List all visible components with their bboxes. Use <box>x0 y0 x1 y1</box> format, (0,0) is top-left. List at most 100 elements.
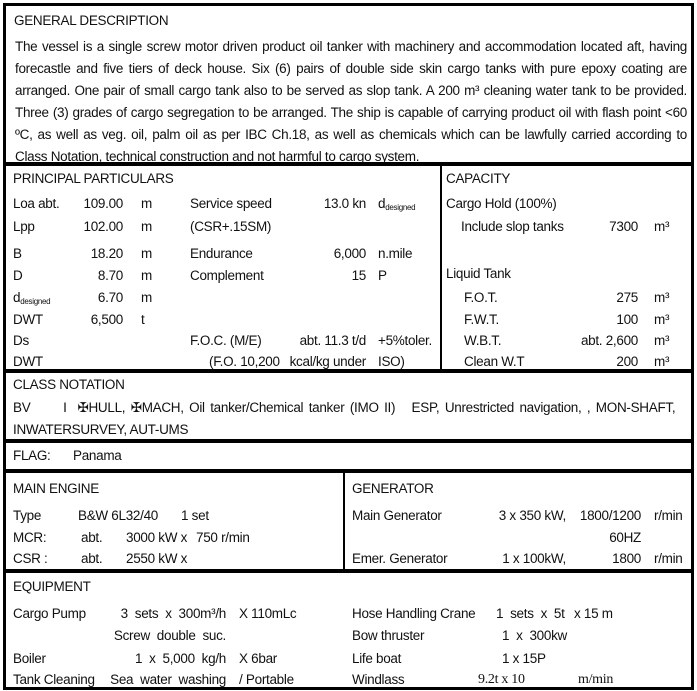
equipment-value: 3 sets x 300m³/h <box>120 606 227 621</box>
section-title: CLASS NOTATION <box>13 377 125 392</box>
equipment-label: Cargo Pump <box>13 606 86 621</box>
tank-value: 200 <box>616 354 638 369</box>
particular-unit: t <box>141 312 145 327</box>
equipment-extra: x 15 m <box>574 606 613 621</box>
section-title: GENERAL DESCRIPTION <box>14 13 169 28</box>
particular-label: Loa abt. <box>13 196 60 211</box>
particular-value-2: abt. 11.3 t/d <box>299 333 367 348</box>
mcr-abt: abt. <box>81 530 103 545</box>
equipment-label: Hose Handling Crane <box>352 606 476 621</box>
engine-type-value: B&W 6L32/40 <box>78 508 159 523</box>
particular-label: Lpp <box>13 219 35 234</box>
particular-label-2: Endurance <box>190 246 253 261</box>
equipment-extra: X 6bar <box>239 651 277 666</box>
emer-gen-rpm: 1800 <box>612 551 641 566</box>
equipment-label: Life boat <box>352 651 402 666</box>
equipment-value: 1 sets x 5t <box>496 606 565 621</box>
main-gen-label: Main Generator <box>352 508 442 523</box>
particular-label: B <box>13 246 22 261</box>
slop-label: Include slop tanks <box>461 219 564 234</box>
particular-label-2: (CSR+.15SM) <box>190 219 272 234</box>
equipment-extra: X 110mLc <box>239 606 297 621</box>
main-gen-rpm: 1800/1200 <box>579 508 641 523</box>
particular-label: DWT <box>13 354 43 369</box>
particular-value-2: 15 <box>351 268 367 283</box>
class-line-2: INWATERSURVEY, AUT-UMS <box>13 422 189 437</box>
particular-unit-2: ddesigned <box>378 196 416 212</box>
particular-value-2: kcal/kg under <box>289 354 367 369</box>
equipment-label: Boiler <box>13 651 46 666</box>
csr-abt: abt. <box>81 551 103 566</box>
equipment-value: 1 x 300kw <box>502 628 567 643</box>
flag-value: Panama <box>73 448 122 463</box>
tank-label: F.O.T. <box>464 290 498 305</box>
emer-gen-power: 1 x 100kW, <box>502 551 566 566</box>
tank-value: 100 <box>616 312 638 327</box>
cargo-hold-label: Cargo Hold (100%) <box>446 196 557 211</box>
equipment-extra: / Portable <box>239 672 294 687</box>
particular-label: ddesigned <box>13 290 51 306</box>
particular-unit: m <box>141 268 152 283</box>
principal-particulars-section: PRINCIPAL PARTICULARS CAPACITY Cargo Hol… <box>3 163 694 372</box>
flag-label: FLAG: <box>13 448 51 463</box>
particular-label: DWT <box>13 312 43 327</box>
tank-unit: m³ <box>654 290 670 305</box>
tank-label: Clean W.T <box>464 354 525 369</box>
particular-value-2: 6,000 <box>333 246 367 261</box>
section-title: PRINCIPAL PARTICULARS <box>13 171 174 186</box>
class-line-1: BV I ✠HULL, ✠MACH, Oil tanker/Chemical t… <box>13 400 676 415</box>
tank-unit: m³ <box>654 333 670 348</box>
particular-unit-2: P <box>378 268 387 283</box>
particular-label-2: Complement <box>190 268 264 283</box>
particular-unit: m <box>141 246 152 261</box>
emer-gen-label: Emer. Generator <box>352 551 448 566</box>
equipment-section: EQUIPMENT Cargo Pump 3 sets x 300m³/h X 11… <box>3 570 694 690</box>
particular-unit: m <box>141 196 152 211</box>
equipment-value: Screw double suc. <box>113 628 226 643</box>
particular-value: 6,500 <box>90 312 124 327</box>
liquid-tank-label: Liquid Tank <box>446 266 511 281</box>
particular-unit-2: n.mile <box>378 246 413 261</box>
generator-title: GENERATOR <box>352 481 434 496</box>
tank-value: abt. 2,600 <box>580 333 638 348</box>
csr-power: 2550 kW x <box>126 551 188 566</box>
particular-value: 102.00 <box>83 219 124 234</box>
csr-label: CSR : <box>13 551 48 566</box>
equipment-label: Bow thruster <box>352 628 425 643</box>
emer-gen-unit: r/min <box>654 551 683 566</box>
particular-value-2: 13.0 kn <box>323 196 366 211</box>
equipment-label: Windlass <box>352 672 405 687</box>
section-title: EQUIPMENT <box>13 579 91 594</box>
particular-unit: m <box>141 290 152 305</box>
description-text: The vessel is a single screw motor drive… <box>15 39 687 164</box>
class-notation-section: CLASS NOTATION BV I ✠HULL, ✠MACH, Oil ta… <box>3 370 694 442</box>
particular-value: 8.70 <box>97 268 123 283</box>
slop-value: 7300 <box>609 219 638 234</box>
particular-value: 18.20 <box>90 246 124 261</box>
equipment-value: 1 x 5,000 kg/h <box>135 651 226 666</box>
engine-type-label: Type <box>13 508 42 523</box>
equipment-value: 9.2t x 10 <box>478 672 525 687</box>
main-gen-power: 3 x 350 kW, <box>498 508 567 523</box>
particular-label: Ds <box>13 333 29 348</box>
particular-label-2: Service speed <box>190 196 272 211</box>
particular-unit-2: ISO) <box>378 354 405 369</box>
engine-generator-section: MAIN ENGINE Type B&W 6L32/40 1 set MCR: … <box>3 470 694 572</box>
equipment-value: Sea water washing <box>110 672 226 687</box>
equipment-label: Tank Cleaning <box>13 672 95 687</box>
particular-unit: m <box>141 219 152 234</box>
engine-sets: 1 set <box>181 508 209 523</box>
flag-section: FLAG: Panama <box>3 440 694 472</box>
particular-value: 109.00 <box>83 196 124 211</box>
capacity-title: CAPACITY <box>446 171 511 186</box>
mcr-label: MCR: <box>13 530 47 545</box>
equipment-extra: m/min <box>578 672 614 687</box>
mcr-rpm: 750 r/min <box>196 530 250 545</box>
tank-value: 275 <box>616 290 638 305</box>
tank-unit: m³ <box>654 354 670 369</box>
main-engine-title: MAIN ENGINE <box>13 481 99 496</box>
equipment-value: 1 x 15P <box>502 651 546 666</box>
tank-label: W.B.T. <box>464 333 502 348</box>
tank-unit: m³ <box>654 312 670 327</box>
main-gen-hz: 60HZ <box>609 530 641 545</box>
